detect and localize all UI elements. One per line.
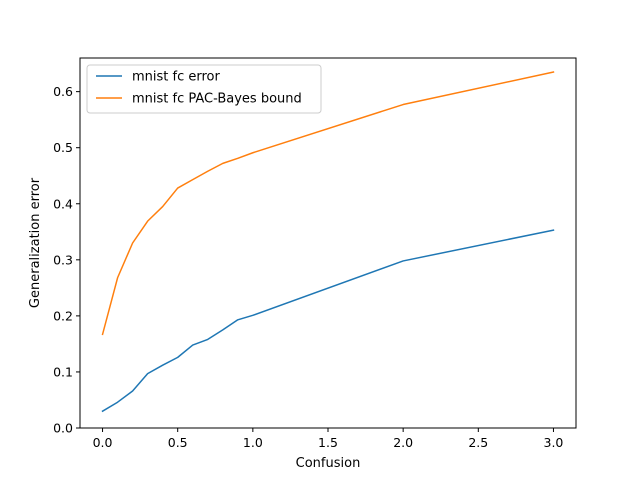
- legend: mnist fc error mnist fc PAC-Bayes bound: [86, 64, 322, 114]
- x-tick-label: 0.0: [93, 435, 113, 450]
- x-tick-label: 2.0: [393, 435, 413, 450]
- y-ticks: 0.0 0.1 0.2 0.3 0.4 0.5 0.6: [53, 84, 80, 436]
- series-line-1: [101, 71, 555, 336]
- y-tick-label: 0.3: [53, 252, 73, 267]
- legend-label-0: mnist fc error: [132, 70, 221, 85]
- legend-label-1: mnist fc PAC-Bayes bound: [132, 92, 302, 107]
- x-tick-label: 1.5: [318, 435, 338, 450]
- x-tick-label: 0.5: [168, 435, 188, 450]
- y-tick-label: 0.5: [53, 140, 73, 155]
- y-tick-label: 0.1: [53, 364, 73, 379]
- y-tick-label: 0.0: [53, 421, 73, 436]
- legend-box: [86, 64, 322, 114]
- x-tick-label: 3.0: [544, 435, 564, 450]
- y-tick-label: 0.4: [53, 196, 73, 211]
- y-tick-label: 0.6: [53, 84, 73, 99]
- series-layer: [101, 71, 555, 413]
- y-axis-label: Generalization error: [28, 177, 43, 308]
- x-ticks: 0.0 0.5 1.0 1.5 2.0 2.5 3.0: [93, 428, 564, 450]
- x-tick-label: 1.0: [243, 435, 263, 450]
- y-tick-label: 0.2: [53, 308, 73, 323]
- series-line-0: [101, 229, 555, 413]
- x-axis-label: Confusion: [296, 456, 361, 471]
- x-tick-label: 2.5: [468, 435, 488, 450]
- legend-entries: mnist fc error mnist fc PAC-Bayes bound: [96, 70, 302, 107]
